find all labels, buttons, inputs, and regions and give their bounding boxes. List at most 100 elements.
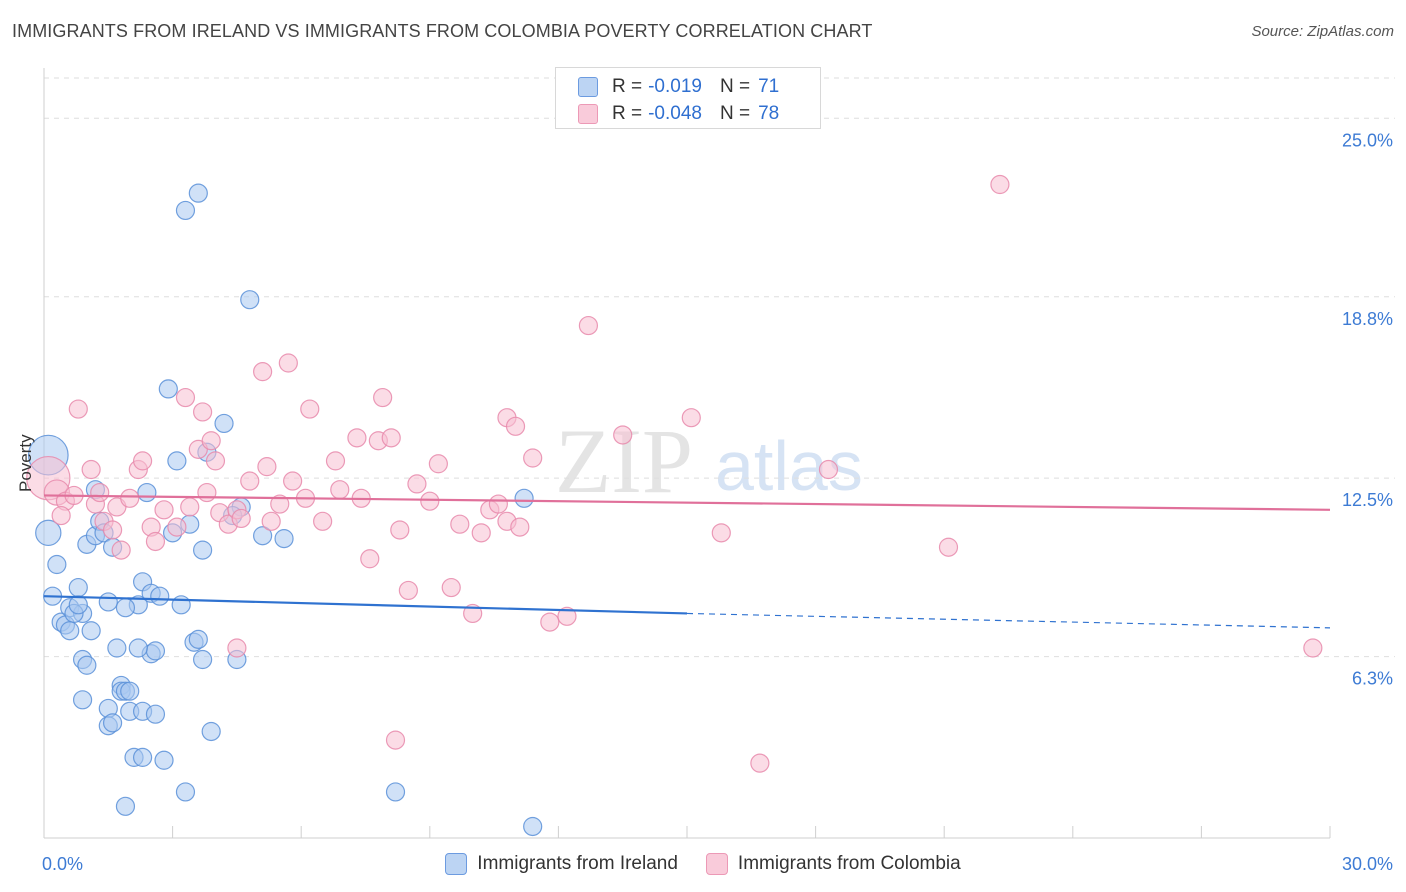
colombia-point bbox=[407, 474, 427, 494]
colombia-point bbox=[313, 511, 333, 531]
colombia-point bbox=[175, 387, 196, 408]
ireland-point bbox=[120, 681, 140, 701]
colombia-point bbox=[681, 408, 701, 428]
colombia-point bbox=[261, 511, 281, 531]
y-tick-label: 12.5% bbox=[1342, 490, 1393, 510]
ireland-point bbox=[175, 782, 196, 802]
ireland-point bbox=[523, 816, 543, 837]
colombia-point bbox=[938, 537, 959, 557]
ireland-point bbox=[145, 704, 166, 724]
ireland-point bbox=[188, 183, 208, 203]
colombia-point bbox=[540, 612, 560, 632]
ireland-point bbox=[201, 721, 221, 742]
colombia-point bbox=[390, 520, 410, 540]
colombia-point bbox=[441, 577, 461, 598]
ireland-point bbox=[145, 641, 166, 661]
ireland-point bbox=[77, 655, 97, 675]
ireland-point bbox=[158, 379, 178, 399]
colombia-point bbox=[613, 425, 633, 445]
colombia-point bbox=[197, 482, 217, 503]
colombia-point bbox=[270, 494, 290, 514]
ireland-point bbox=[175, 200, 196, 221]
colombia-point bbox=[90, 482, 110, 503]
colombia-point bbox=[818, 459, 839, 480]
colombia-point bbox=[120, 488, 140, 508]
y-axis-label: Poverty bbox=[16, 434, 35, 492]
colombia-legend-label: Immigrants from Colombia bbox=[737, 853, 961, 874]
ireland-point bbox=[68, 577, 88, 598]
colombia-point bbox=[711, 523, 731, 543]
ireland-point bbox=[188, 629, 208, 649]
colombia-point bbox=[450, 514, 470, 534]
colombia-point bbox=[360, 549, 380, 569]
y-tick-label: 25.0% bbox=[1342, 130, 1393, 150]
y-tick-label: 6.3% bbox=[1352, 669, 1393, 689]
colombia-point bbox=[578, 315, 599, 336]
x-tick-label-min: 0.0% bbox=[42, 854, 83, 874]
colombia-point bbox=[420, 491, 440, 511]
ireland-point bbox=[132, 747, 153, 767]
chart-title: IMMIGRANTS FROM IRELAND VS IMMIGRANTS FR… bbox=[12, 21, 873, 41]
colombia-point bbox=[1303, 638, 1323, 658]
legend-row-ireland: R = -0.019 N = 71 bbox=[578, 74, 779, 100]
legend-item-ireland[interactable]: Immigrants from Ireland bbox=[445, 853, 678, 875]
ireland-point bbox=[128, 638, 148, 658]
colombia-point bbox=[68, 399, 88, 419]
r-label: R = bbox=[612, 76, 643, 97]
colombia-r-value: -0.048 bbox=[648, 103, 702, 124]
ireland-point bbox=[68, 595, 88, 615]
ireland-trend-line bbox=[43, 595, 688, 615]
ireland-point bbox=[167, 451, 187, 471]
ireland-legend-label: Immigrants from Ireland bbox=[477, 853, 678, 874]
legend-item-colombia[interactable]: Immigrants from Colombia bbox=[705, 853, 961, 875]
colombia-point bbox=[750, 753, 770, 773]
correlation-legend: R = -0.019 N = 71 R = -0.048 N = 78 bbox=[555, 67, 821, 129]
colombia-point bbox=[428, 454, 448, 474]
colombia-point bbox=[227, 638, 247, 658]
ireland-point bbox=[385, 782, 406, 802]
ireland-point bbox=[171, 595, 191, 615]
watermark-zip: ZIP bbox=[555, 410, 693, 512]
colombia-point bbox=[51, 505, 71, 526]
ireland-r-value: -0.019 bbox=[648, 76, 702, 97]
colombia-point bbox=[523, 448, 543, 468]
ireland-point bbox=[274, 529, 294, 549]
r-label: R = bbox=[612, 103, 643, 124]
n-label: N = bbox=[719, 103, 751, 124]
colombia-point bbox=[510, 517, 530, 537]
colombia-legend-swatch bbox=[705, 853, 728, 875]
series-legend: Immigrants from Ireland Immigrants from … bbox=[0, 849, 1406, 879]
ireland-point bbox=[81, 621, 101, 641]
colombia-point bbox=[257, 457, 277, 477]
colombia-point bbox=[505, 416, 526, 436]
ireland-point bbox=[154, 750, 174, 770]
colombia-point bbox=[132, 451, 153, 471]
colombia-point bbox=[990, 174, 1010, 195]
ireland-trend-extension bbox=[686, 612, 1331, 629]
ireland-point bbox=[60, 621, 80, 641]
colombia-point bbox=[381, 428, 401, 448]
ireland-point bbox=[137, 482, 157, 503]
ireland-point bbox=[193, 649, 213, 670]
x-tick-label-max: 30.0% bbox=[1342, 854, 1393, 874]
y-tick-label: 18.8% bbox=[1342, 309, 1393, 329]
source-label: Source: ZipAtlas.com bbox=[1251, 23, 1394, 40]
colombia-point bbox=[471, 523, 491, 543]
legend-row-colombia: R = -0.048 N = 78 bbox=[578, 101, 779, 127]
colombia-point bbox=[193, 402, 213, 422]
colombia-trend-line bbox=[43, 494, 1331, 511]
ireland-point bbox=[98, 592, 118, 612]
colombia-point bbox=[240, 471, 260, 491]
watermark-atlas: atlas bbox=[715, 427, 863, 505]
colombia-point bbox=[81, 459, 101, 480]
ireland-swatch bbox=[578, 77, 598, 97]
colombia-point bbox=[253, 362, 273, 382]
ireland-n-value: 71 bbox=[758, 76, 780, 97]
ireland-point bbox=[214, 413, 234, 434]
ireland-point bbox=[240, 290, 260, 310]
colombia-point bbox=[154, 500, 174, 520]
colombia-point bbox=[330, 480, 350, 500]
ireland-legend-swatch bbox=[445, 853, 468, 875]
colombia-n-value: 78 bbox=[758, 103, 780, 124]
colombia-point bbox=[111, 540, 131, 560]
